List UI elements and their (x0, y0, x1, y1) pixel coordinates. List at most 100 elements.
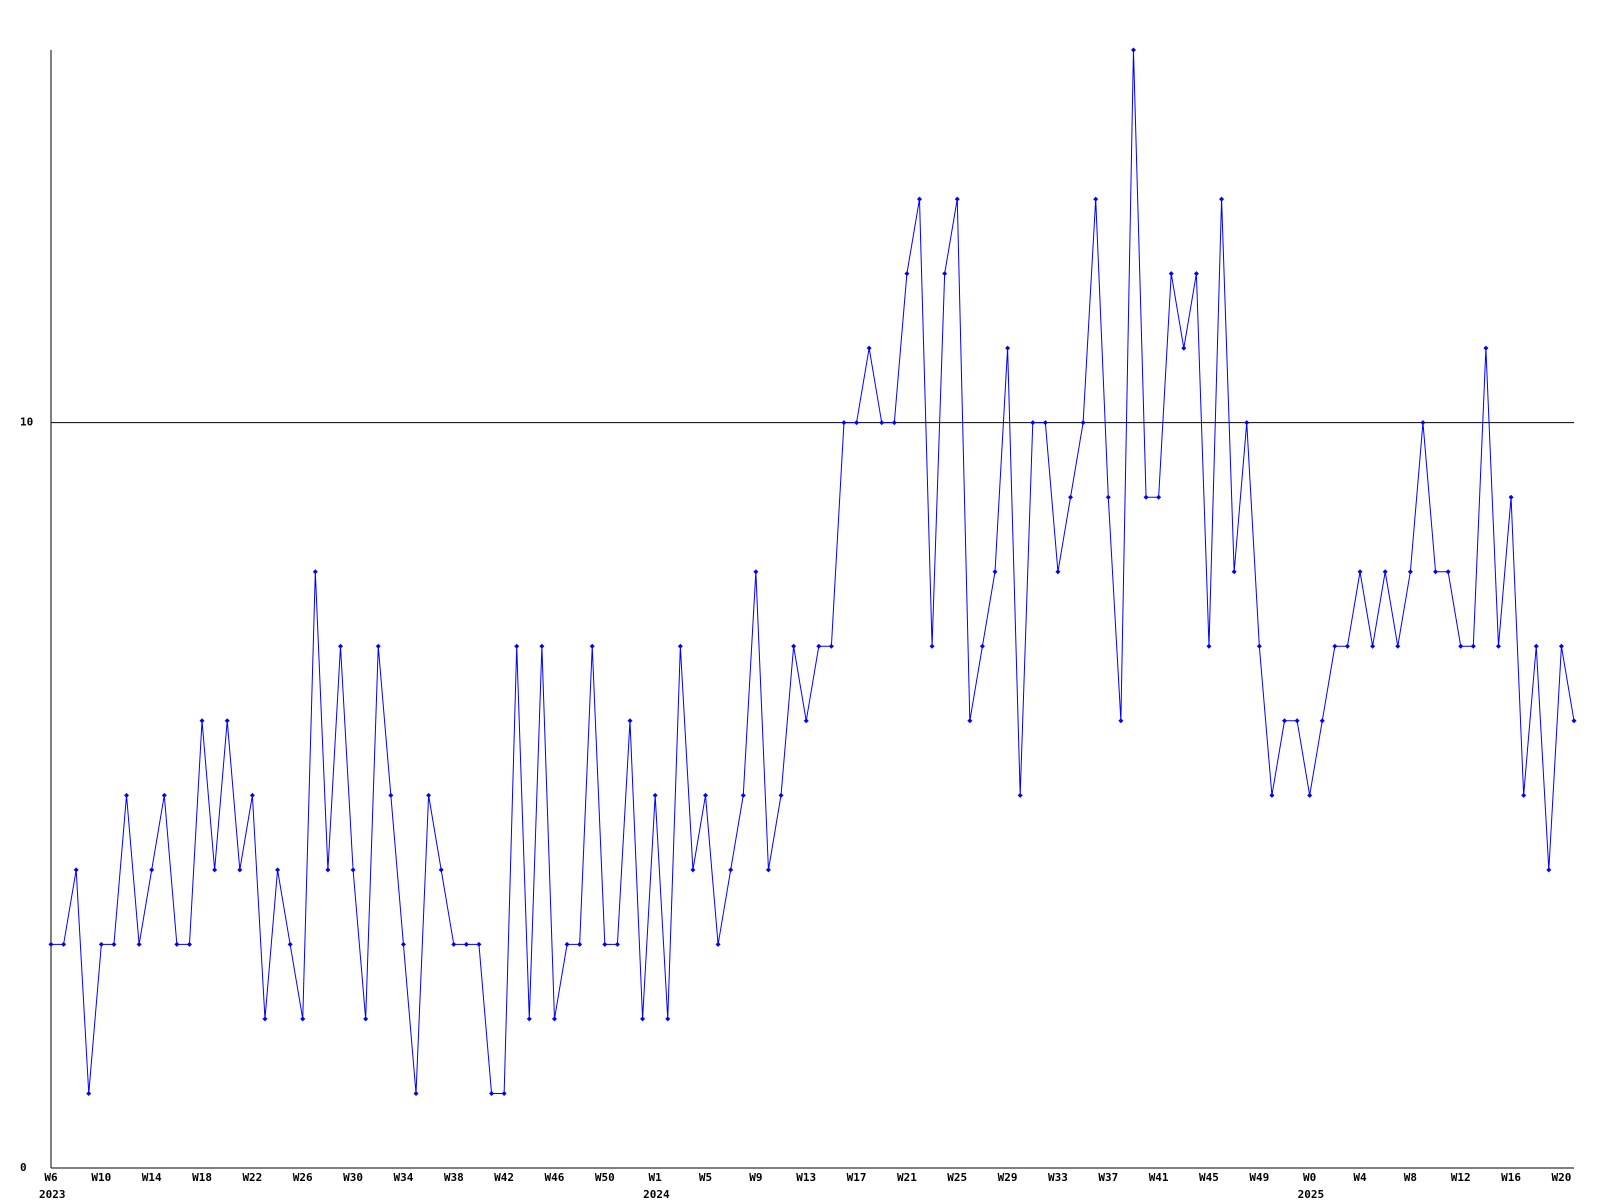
data-point (740, 792, 746, 798)
data-point (1055, 569, 1061, 575)
y-tick-label: 0 (20, 1161, 27, 1174)
data-point (1156, 494, 1162, 500)
x-tick-label: W25 (947, 1171, 967, 1184)
data-point (564, 941, 570, 947)
data-point (249, 792, 255, 798)
data-point (1042, 420, 1048, 426)
x-tick-label: W18 (192, 1171, 212, 1184)
data-point (791, 643, 797, 649)
x-year-label: 2024 (643, 1188, 670, 1200)
data-point (363, 1016, 369, 1022)
data-point (677, 643, 683, 649)
data-point (161, 792, 167, 798)
data-point (451, 941, 457, 947)
data-point (275, 867, 281, 873)
data-point (86, 1090, 92, 1096)
x-tick-label: W30 (343, 1171, 363, 1184)
data-point (1030, 420, 1036, 426)
data-point (1382, 569, 1388, 575)
data-point (728, 867, 734, 873)
data-point (715, 941, 721, 947)
data-point (551, 1016, 557, 1022)
x-tick-label: W41 (1149, 1171, 1169, 1184)
data-point (1193, 271, 1199, 277)
data-point (1495, 643, 1501, 649)
data-point (539, 643, 545, 649)
data-point (1508, 494, 1514, 500)
data-point (476, 941, 482, 947)
data-point (1344, 643, 1350, 649)
data-point (1093, 196, 1099, 202)
x-year-label: 2025 (1298, 1188, 1325, 1200)
data-point (1269, 792, 1275, 798)
data-point (1433, 569, 1439, 575)
data-point (602, 941, 608, 947)
data-point (1181, 345, 1187, 351)
data-point (124, 792, 130, 798)
x-tick-label: W12 (1451, 1171, 1471, 1184)
x-tick-label: W13 (796, 1171, 816, 1184)
x-year-label: 2023 (39, 1188, 66, 1200)
data-point (828, 643, 834, 649)
data-point (463, 941, 469, 947)
data-point (426, 792, 432, 798)
data-point (375, 643, 381, 649)
data-point (262, 1016, 268, 1022)
data-point (1168, 271, 1174, 277)
data-point (287, 941, 293, 947)
data-point (979, 643, 985, 649)
data-point (98, 941, 104, 947)
x-tick-label: W5 (699, 1171, 712, 1184)
data-point (186, 941, 192, 947)
data-point (388, 792, 394, 798)
x-tick-label: W37 (1098, 1171, 1118, 1184)
data-point (1256, 643, 1262, 649)
data-point (1445, 569, 1451, 575)
data-point (212, 867, 218, 873)
data-point (1470, 643, 1476, 649)
data-point (1294, 718, 1300, 724)
data-point (1319, 718, 1325, 724)
data-point (1407, 569, 1413, 575)
data-point (61, 941, 67, 947)
data-point (690, 867, 696, 873)
data-point (149, 867, 155, 873)
data-point (1231, 569, 1237, 575)
data-point (1458, 643, 1464, 649)
data-point (954, 196, 960, 202)
data-point (841, 420, 847, 426)
x-tick-label: W26 (293, 1171, 313, 1184)
data-point (501, 1090, 507, 1096)
data-point (854, 420, 860, 426)
x-tick-label: W0 (1303, 1171, 1316, 1184)
data-point (703, 792, 709, 798)
x-tick-label: W22 (242, 1171, 262, 1184)
x-tick-label: W16 (1501, 1171, 1521, 1184)
x-tick-label: W34 (393, 1171, 413, 1184)
data-point (665, 1016, 671, 1022)
data-point (652, 792, 658, 798)
data-point (1420, 420, 1426, 426)
x-tick-label: W1 (649, 1171, 663, 1184)
data-point (111, 941, 117, 947)
data-point (1571, 718, 1577, 724)
x-tick-label: W8 (1404, 1171, 1417, 1184)
x-tick-label: W45 (1199, 1171, 1219, 1184)
data-point (438, 867, 444, 873)
data-point (929, 643, 935, 649)
data-point (224, 718, 230, 724)
x-tick-label: W50 (595, 1171, 615, 1184)
x-tick-label: W29 (998, 1171, 1018, 1184)
data-point (1282, 718, 1288, 724)
x-tick-label: W20 (1551, 1171, 1571, 1184)
data-point (1017, 792, 1023, 798)
data-point (1521, 792, 1527, 798)
x-tick-label: W42 (494, 1171, 514, 1184)
data-point (778, 792, 784, 798)
x-tick-label: W4 (1353, 1171, 1367, 1184)
data-point (174, 941, 180, 947)
data-point (1118, 718, 1124, 724)
data-point (1105, 494, 1111, 500)
data-point (514, 643, 520, 649)
